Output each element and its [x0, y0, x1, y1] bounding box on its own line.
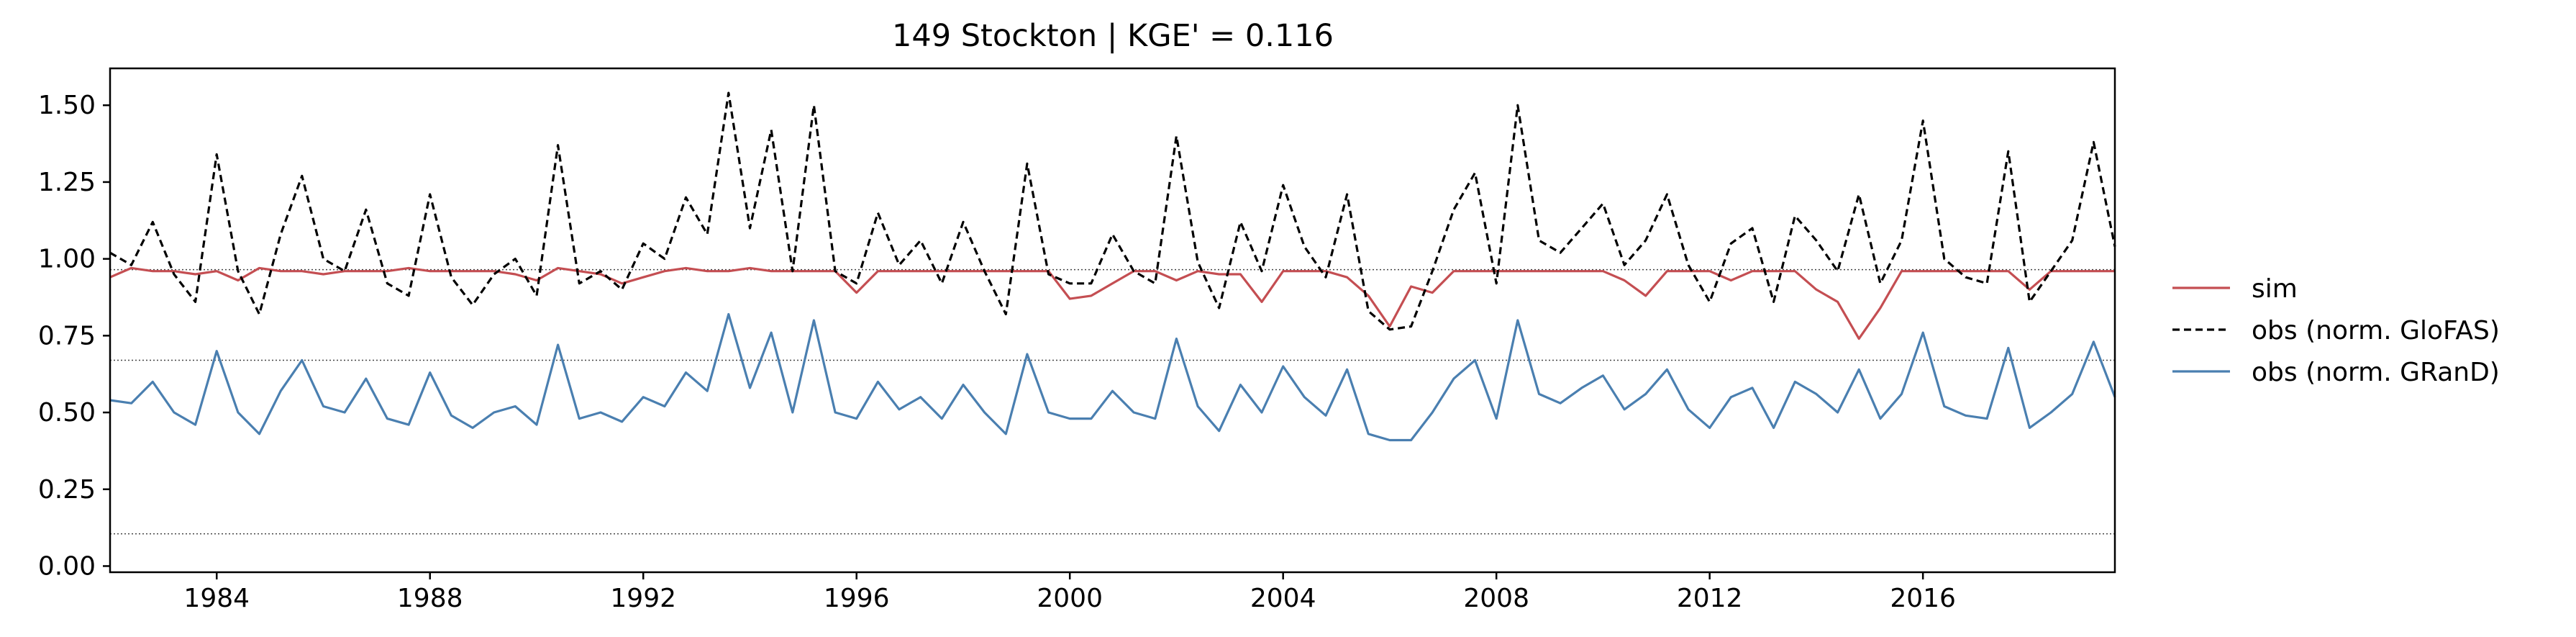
series-line-obs-norm-glofas- — [109, 91, 2116, 331]
series-layer — [109, 91, 2116, 442]
x-tick-label: 1984 — [183, 584, 250, 613]
y-tick-label: 0.50 — [38, 398, 96, 428]
y-axis: 0.00 0.25 0.50 0.75 1.00 1.25 1.50 — [38, 91, 110, 581]
x-tick-label: 2004 — [1250, 584, 1316, 613]
y-tick-label: 1.00 — [38, 245, 96, 274]
x-axis: 1984 1988 1992 1996 2000 2004 2008 2012 2016 — [183, 572, 1956, 613]
legend-label: obs (norm. GloFAS) — [2252, 316, 2500, 345]
legend-label: obs (norm. GRanD) — [2252, 358, 2500, 387]
x-tick-label: 2016 — [1890, 584, 1956, 613]
y-tick-label: 0.75 — [38, 321, 96, 351]
y-tick-label: 0.00 — [38, 551, 96, 581]
x-tick-label: 2012 — [1677, 584, 1743, 613]
x-tick-label: 1988 — [397, 584, 463, 613]
plot-area-frame — [109, 67, 2116, 574]
x-tick-label: 2000 — [1037, 584, 1103, 613]
legend: sim obs (norm. GloFAS) obs (norm. GRanD) — [2172, 274, 2500, 387]
y-tick-label: 1.50 — [38, 91, 96, 120]
y-tick-label: 1.25 — [38, 168, 96, 197]
legend-label: sim — [2252, 274, 2298, 304]
y-tick-label: 0.25 — [38, 475, 96, 505]
series-line-obs-norm-grand- — [109, 312, 2116, 442]
x-tick-label: 2008 — [1463, 584, 1529, 613]
chart-title: 149 Stockton | KGE' = 0.116 — [892, 18, 1334, 54]
x-tick-label: 1992 — [610, 584, 676, 613]
x-tick-label: 1996 — [824, 584, 890, 613]
series-line-sim — [109, 266, 2115, 340]
